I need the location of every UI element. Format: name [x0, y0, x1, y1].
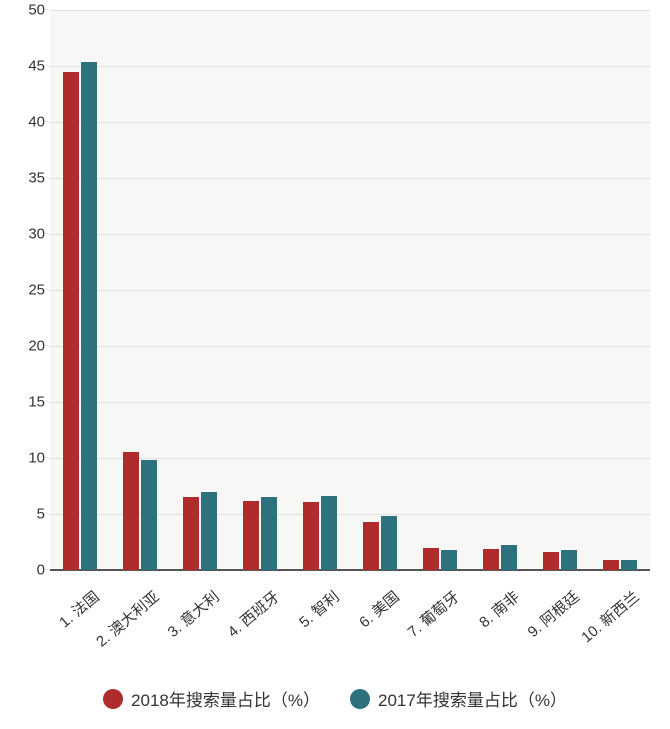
legend-label: 2017年搜索量占比（%） [378, 686, 567, 711]
bar [261, 497, 277, 570]
legend-label: 2018年搜索量占比（%） [131, 686, 320, 711]
bar-group [63, 62, 97, 570]
gridline [50, 122, 650, 123]
bar [63, 72, 79, 570]
gridline [50, 10, 650, 11]
y-tick-label: 10 [5, 450, 45, 467]
legend-dot-icon [103, 689, 123, 709]
bar [201, 492, 217, 570]
bar-group [303, 496, 337, 570]
bar [561, 550, 577, 570]
bar [123, 452, 139, 570]
bar [543, 552, 559, 570]
bar [303, 502, 319, 570]
bar-group [483, 545, 517, 570]
y-tick-label: 50 [5, 2, 45, 19]
legend-item: 2017年搜索量占比（%） [350, 686, 567, 711]
bar [441, 550, 457, 570]
bar-group [123, 452, 157, 570]
legend-dot-icon [350, 689, 370, 709]
gridline [50, 234, 650, 235]
y-tick-label: 20 [5, 338, 45, 355]
bar [501, 545, 517, 570]
bar [363, 522, 379, 570]
y-tick-label: 35 [5, 170, 45, 187]
legend-item: 2018年搜索量占比（%） [103, 686, 320, 711]
bar [483, 549, 499, 570]
y-tick-label: 30 [5, 226, 45, 243]
gridline [50, 290, 650, 291]
bar [321, 496, 337, 570]
y-tick-label: 15 [5, 394, 45, 411]
y-tick-label: 40 [5, 114, 45, 131]
bar-group [363, 516, 397, 570]
bar-group [423, 548, 457, 570]
gridline [50, 66, 650, 67]
bar-group [243, 497, 277, 570]
legend: 2018年搜索量占比（%） 2017年搜索量占比（%） [0, 686, 670, 711]
bar [243, 501, 259, 570]
chart-container: 2018年搜索量占比（%） 2017年搜索量占比（%） 0 5 10 15 20 25 30 3… [0, 0, 670, 729]
gridline [50, 178, 650, 179]
bar [81, 62, 97, 570]
plot-area [50, 10, 650, 570]
bar-group [603, 560, 637, 570]
bar [621, 560, 637, 570]
bar-group [183, 492, 217, 570]
y-tick-label: 25 [5, 282, 45, 299]
bar [603, 560, 619, 570]
bar [381, 516, 397, 570]
y-tick-label: 0 [5, 562, 45, 579]
gridline [50, 402, 650, 403]
bar [183, 497, 199, 570]
bar [423, 548, 439, 570]
y-tick-label: 5 [5, 506, 45, 523]
gridline [50, 346, 650, 347]
y-tick-label: 45 [5, 58, 45, 75]
bar-group [543, 550, 577, 570]
bar [141, 460, 157, 570]
